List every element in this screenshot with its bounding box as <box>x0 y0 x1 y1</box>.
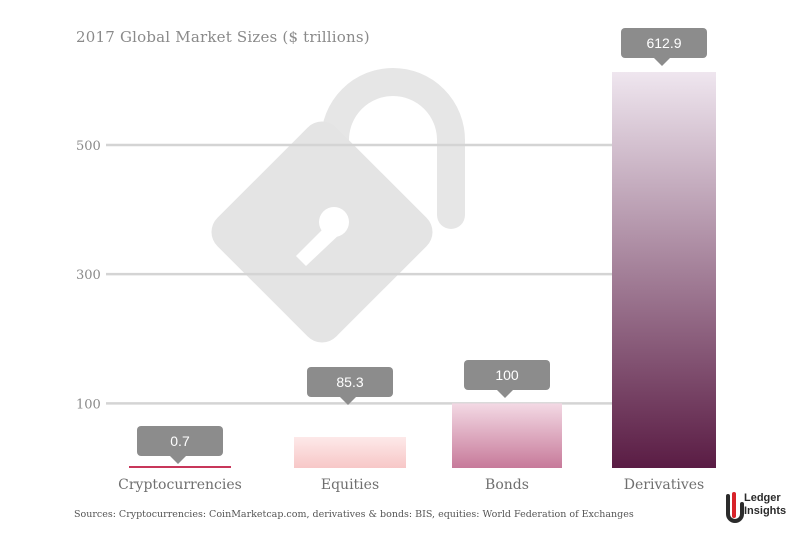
value-bubble: 0.7 <box>137 426 223 464</box>
x-category-label: Bonds <box>485 477 529 493</box>
bar-bonds <box>452 403 562 468</box>
value-label: 85.3 <box>336 374 363 390</box>
bar-cryptocurrencies <box>129 466 231 468</box>
logo-line1: Ledger <box>744 492 781 504</box>
sources-note: Sources: Cryptocurrencies: CoinMarketcap… <box>74 509 634 520</box>
y-tick-label: 100 <box>76 397 101 412</box>
chart-title: 2017 Global Market Sizes ($ trillions) <box>76 28 370 46</box>
bar-derivatives <box>612 72 716 468</box>
logo-mark-icon <box>726 492 744 523</box>
value-labels: 0.7 85.3 100 612.9 <box>137 28 707 464</box>
value-bubble: 85.3 <box>307 367 393 405</box>
value-bubble: 100 <box>464 360 550 398</box>
gridlines: 100 300 500 <box>76 139 712 412</box>
value-label: 612.9 <box>646 35 681 51</box>
padlock-icon <box>211 68 465 343</box>
value-label: 0.7 <box>170 433 190 449</box>
logo-line2: Insights <box>744 505 787 517</box>
bar-equities <box>294 437 406 468</box>
value-bubble: 612.9 <box>621 28 707 66</box>
bars <box>129 72 716 468</box>
y-tick-label: 500 <box>76 139 101 154</box>
ledger-insights-logo: Ledger Insights <box>724 490 804 526</box>
x-category-label: Derivatives <box>624 477 704 493</box>
value-label: 100 <box>495 367 519 383</box>
x-category-label: Equities <box>321 477 379 493</box>
x-category-label: Cryptocurrencies <box>118 477 242 493</box>
y-tick-label: 300 <box>76 268 101 283</box>
category-labels: Cryptocurrencies Equities Bonds Derivatives <box>118 477 704 493</box>
